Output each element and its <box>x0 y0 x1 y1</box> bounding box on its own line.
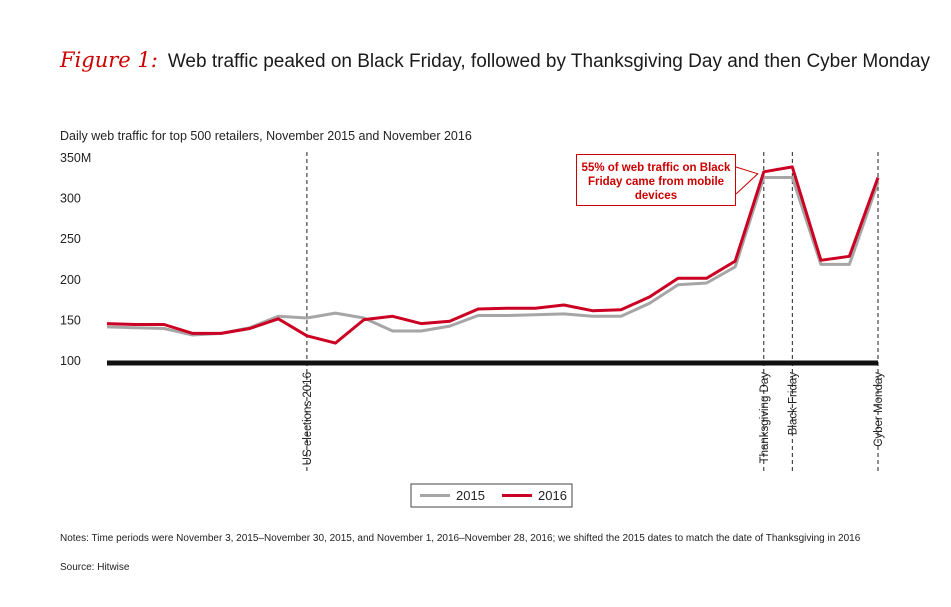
event-label: US elections 2016 <box>302 372 314 465</box>
series-line-2016 <box>106 165 880 345</box>
chart-notes: Notes: Time periods were November 3, 201… <box>60 533 861 544</box>
y-tick-label: 100 <box>60 354 81 368</box>
figure-heading: Web traffic peaked on Black Friday, foll… <box>167 51 931 72</box>
mobile-traffic-callout: 55% of web traffic on Black Friday came … <box>576 154 736 206</box>
legend-box <box>410 483 573 508</box>
chart-source: Source: Hitwise <box>60 562 130 573</box>
series-line-2015 <box>106 176 880 337</box>
y-tick-label: 150 <box>60 313 81 327</box>
callout-pointer <box>735 166 759 195</box>
y-tick-label: 200 <box>60 273 81 287</box>
y-tick-label: 250 <box>60 232 81 246</box>
figure-label: Figure 1: <box>60 48 158 72</box>
y-tick-label: 350M <box>60 151 91 165</box>
figure-title: Figure 1: Web traffic peaked on Black Fri… <box>60 48 930 73</box>
y-tick-label: 300 <box>60 192 81 206</box>
event-label: Thanksgiving Day <box>759 372 771 464</box>
event-label: Cyber Monday <box>873 372 885 447</box>
chart-title: Daily web traffic for top 500 retailers,… <box>60 129 472 143</box>
legend-label-2015: 2015 <box>456 488 485 503</box>
event-label: Black Friday <box>787 372 799 436</box>
legend-label-2016: 2016 <box>538 488 567 503</box>
